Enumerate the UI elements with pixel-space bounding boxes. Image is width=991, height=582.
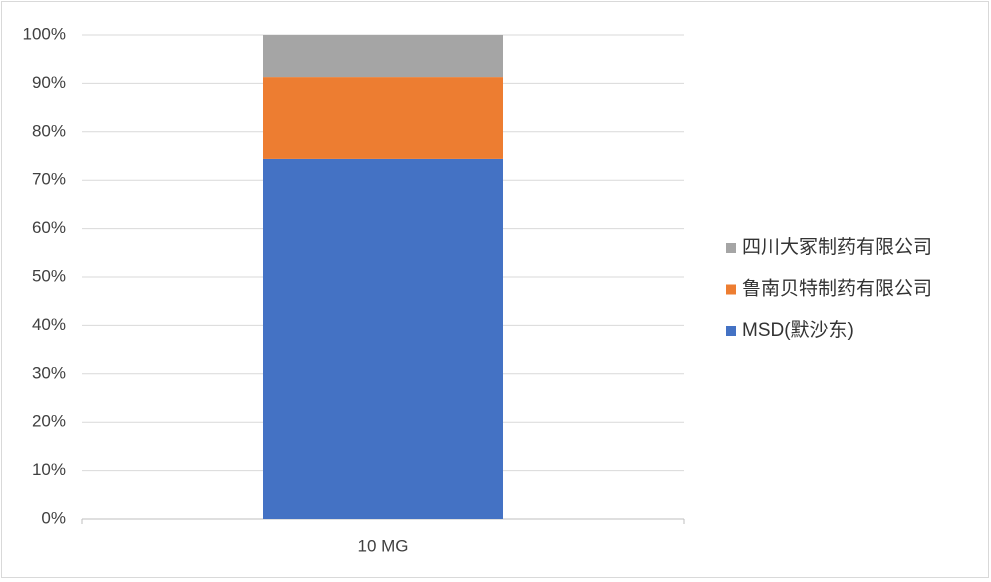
legend-label: 鲁南贝特制药有限公司 [742, 278, 932, 300]
y-tick-label: 30% [32, 363, 66, 382]
bar-segment [263, 77, 503, 159]
legend-label: MSD(默沙东) [742, 319, 854, 341]
y-tick-label: 80% [32, 121, 66, 140]
y-tick-label: 20% [32, 412, 66, 431]
bar-segment [263, 35, 503, 78]
y-tick-label: 60% [32, 218, 66, 237]
y-tick-label: 50% [32, 266, 66, 285]
y-tick-label: 100% [23, 24, 66, 43]
legend-swatch [726, 284, 736, 295]
legend-swatch [726, 326, 736, 336]
bar-segment [263, 158, 503, 520]
x-tick-label: 10 MG [357, 536, 408, 555]
legend-swatch [726, 243, 736, 253]
y-tick-label: 70% [32, 170, 66, 189]
y-tick-label: 0% [41, 508, 66, 527]
y-tick-label: 10% [32, 460, 66, 479]
legend-label: 四川大冢制药有限公司 [742, 236, 932, 258]
y-tick-label: 90% [32, 73, 66, 92]
y-tick-label: 40% [32, 315, 66, 334]
